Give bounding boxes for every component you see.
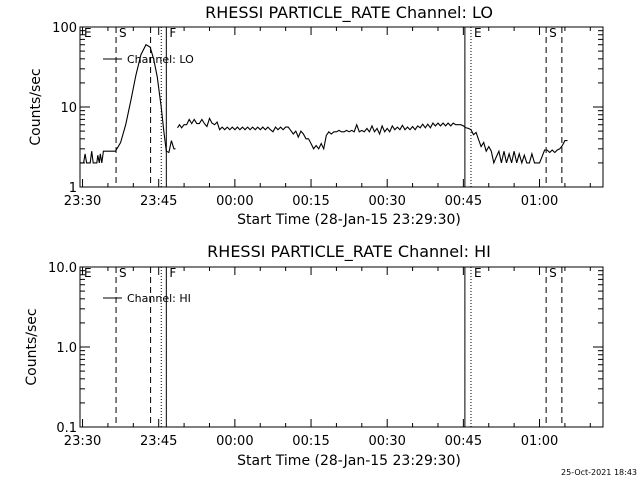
panel2-marker-label: F (169, 266, 176, 280)
panel1-ylabel: Counts/sec (28, 68, 44, 145)
panel2-marker-label: S (549, 266, 557, 280)
panel2-ytick-label: 0.1 (56, 421, 77, 436)
panel1-legend-label: Channel: LO (127, 53, 194, 66)
panel2-xtick-label: 00:00 (216, 434, 253, 449)
panel1-marker-label: S (119, 26, 127, 40)
panel2-ytick-label: 10.0 (48, 261, 77, 276)
panel1-xtick-label: 00:30 (368, 194, 405, 209)
panel1-xtick-label: 01:00 (521, 194, 558, 209)
panel1-ytick-label: 1 (69, 181, 77, 196)
panel1-xtick-label: 23:30 (64, 194, 101, 209)
panel2-marker-label: S (119, 266, 127, 280)
panel2-ytick-label: 1.0 (56, 341, 77, 356)
panel2-title: RHESSI PARTICLE_RATE Channel: HI (207, 242, 491, 262)
panel1-xtick-label: 00:15 (292, 194, 329, 209)
panel1-xtick-label: 00:00 (216, 194, 253, 209)
panel1-marker-label: E (474, 26, 482, 40)
panel2-xtick-label: 23:45 (140, 434, 177, 449)
panel2-xlabel: Start Time (28-Jan-15 23:29:30) (237, 453, 461, 469)
panel1-series-line (80, 43, 176, 164)
panel2-xtick-label: 00:15 (292, 434, 329, 449)
panel1-marker-label: E (84, 26, 92, 40)
panel1-title: RHESSI PARTICLE_RATE Channel: LO (205, 3, 493, 23)
panel2-marker-label: E (84, 266, 92, 280)
panel2-marker-label: E (474, 266, 482, 280)
panel1-marker-label: S (549, 26, 557, 40)
panel2-legend-label: Channel: HI (127, 292, 191, 305)
panel1-xtick-label: 00:45 (445, 194, 482, 209)
panel2-xtick-label: 00:30 (368, 434, 405, 449)
generation-timestamp: 25-Oct-2021 18:43 (561, 468, 637, 477)
panel1-xlabel: Start Time (28-Jan-15 23:29:30) (237, 212, 461, 228)
panel2-ylabel: Counts/sec (24, 308, 40, 385)
panel1-marker-label: F (169, 26, 176, 40)
panel1-xtick-label: 23:45 (140, 194, 177, 209)
panel1-ytick-label: 10 (60, 101, 77, 116)
panel2-xtick-label: 00:45 (445, 434, 482, 449)
panel1-ytick-label: 100 (52, 21, 77, 36)
panel2-xtick-label: 01:00 (521, 434, 558, 449)
panel1-series-line (177, 116, 568, 165)
panel2-xtick-label: 23:30 (64, 434, 101, 449)
